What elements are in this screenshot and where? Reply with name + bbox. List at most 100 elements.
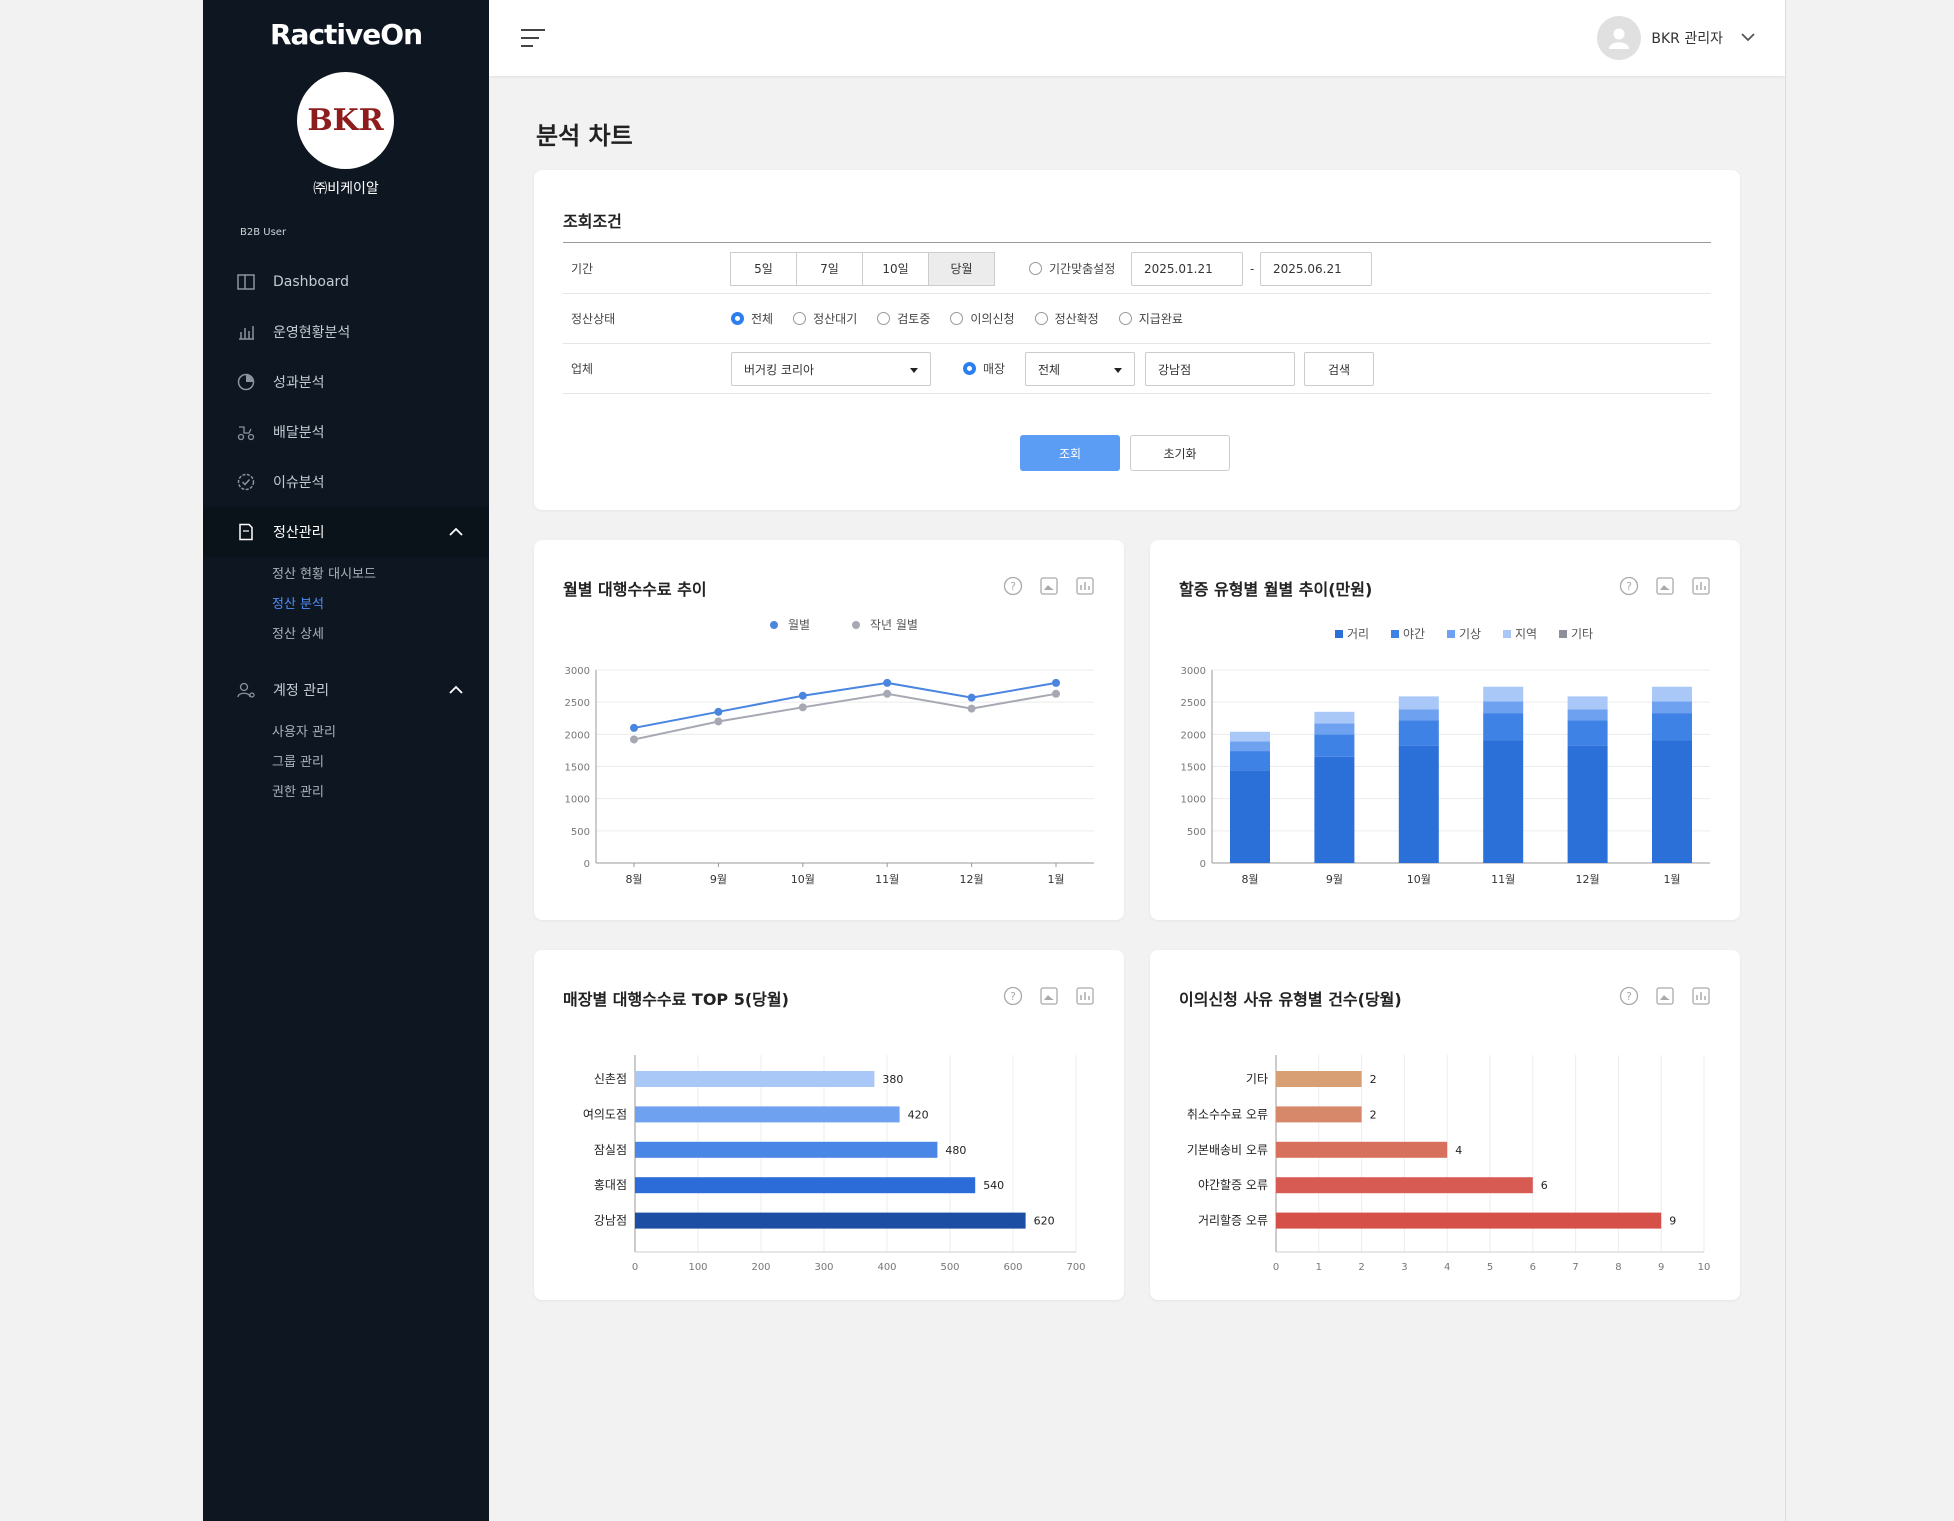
bar-segment bbox=[1652, 713, 1692, 741]
data-point bbox=[967, 693, 976, 702]
bar bbox=[635, 1106, 900, 1123]
submenu-users[interactable]: 사용자 관리 bbox=[272, 724, 336, 740]
data-label: 620 bbox=[1034, 1215, 1055, 1228]
line-chart: 0 500 1000 1500 2000 2500 3000 8월 9월 10월 11월 12월 1월 월… bbox=[565, 618, 1094, 886]
data-label: 9 bbox=[1669, 1215, 1676, 1228]
category-label: 홍대점 bbox=[594, 1178, 627, 1192]
status-pending-radio[interactable]: 정산대기 bbox=[793, 310, 857, 327]
user-menu[interactable]: BKR 관리자 bbox=[1597, 16, 1755, 60]
period-10d-button[interactable]: 10일 bbox=[862, 251, 929, 286]
x-tick-label: 0 bbox=[632, 1262, 638, 1273]
horizontal-bar-chart: 0 100 200 300 400 500 600 700 신촌점 380 여의도점 420 잠실점 48… bbox=[583, 1055, 1086, 1273]
image-download-icon[interactable] bbox=[1039, 986, 1059, 1006]
reset-button[interactable]: 초기화 bbox=[1130, 435, 1230, 471]
y-tick-label: 2000 bbox=[565, 730, 590, 741]
date-separator: - bbox=[1250, 261, 1255, 276]
chevron-up-icon[interactable] bbox=[449, 525, 463, 541]
submenu-settle-detail[interactable]: 정산 상세 bbox=[272, 626, 324, 642]
chart-type-icon[interactable] bbox=[1075, 986, 1095, 1006]
series-line bbox=[633, 692, 1057, 741]
chart-card-store-top5: 매장별 대행수수료 TOP 5(당월) ? 0 100 200 300 400 500 60… bbox=[534, 950, 1124, 1300]
chevron-down-icon[interactable] bbox=[1741, 30, 1755, 46]
menu-icon[interactable] bbox=[521, 28, 545, 48]
svg-text:?: ? bbox=[1010, 580, 1016, 593]
sidebar-item-label: 이슈분석 bbox=[273, 475, 325, 491]
status-objection-radio[interactable]: 이의신청 bbox=[950, 310, 1015, 327]
chevron-up-icon[interactable] bbox=[449, 683, 463, 699]
legend-label: 기상 bbox=[1459, 627, 1481, 641]
search-button[interactable]: 검색 bbox=[1304, 352, 1374, 386]
custom-period-radio[interactable]: 기간맞춤설정 bbox=[1029, 260, 1115, 277]
x-tick-label: 8 bbox=[1615, 1262, 1621, 1273]
x-tick-label: 11월 bbox=[875, 873, 899, 886]
image-download-icon[interactable] bbox=[1039, 576, 1059, 596]
status-label: 정산상태 bbox=[571, 312, 616, 326]
help-icon[interactable]: ? bbox=[1003, 576, 1023, 596]
bar bbox=[1276, 1141, 1448, 1158]
date-from-field[interactable]: 2025.01.21 bbox=[1131, 252, 1243, 286]
sidebar-item-operations[interactable]: 운영현황분석 bbox=[203, 307, 489, 357]
x-tick-label: 9 bbox=[1658, 1262, 1664, 1273]
bar-segment bbox=[1652, 740, 1692, 863]
help-icon[interactable]: ? bbox=[1003, 986, 1023, 1006]
store-name-input[interactable]: 강남점 bbox=[1145, 352, 1295, 386]
data-label: 4 bbox=[1455, 1144, 1462, 1157]
help-icon[interactable]: ? bbox=[1619, 576, 1639, 596]
submenu-permissions[interactable]: 권한 관리 bbox=[272, 784, 324, 800]
help-icon[interactable]: ? bbox=[1619, 986, 1639, 1006]
data-label: 6 bbox=[1541, 1179, 1548, 1192]
radio-circle bbox=[793, 312, 807, 325]
x-tick-label: 300 bbox=[814, 1262, 833, 1273]
store-radio[interactable]: 매장 bbox=[963, 360, 1005, 377]
sidebar-item-settlement[interactable]: 정산관리 bbox=[203, 507, 489, 557]
submenu-settle-analysis[interactable]: 정산 분석 bbox=[272, 596, 324, 612]
status-review-radio[interactable]: 검토중 bbox=[877, 310, 930, 327]
period-7d-button[interactable]: 7일 bbox=[796, 251, 863, 286]
x-tick-label: 8월 bbox=[1241, 873, 1258, 886]
period-month-button[interactable]: 당월 bbox=[928, 251, 995, 286]
chart-type-icon[interactable] bbox=[1075, 576, 1095, 596]
bar bbox=[635, 1177, 976, 1194]
stacked-bar-chart: 0 500 1000 1500 2000 2500 3000 거리 야간 기상 지역 기타 8월 9월 10… bbox=[1181, 627, 1710, 886]
bar bbox=[635, 1141, 938, 1158]
user-avatar-icon bbox=[1597, 16, 1642, 60]
date-to-field[interactable]: 2025.06.21 bbox=[1260, 252, 1372, 286]
submenu-settle-dashboard[interactable]: 정산 현황 대시보드 bbox=[272, 566, 376, 582]
data-point bbox=[1052, 689, 1060, 698]
bar-segment bbox=[1483, 713, 1524, 741]
y-tick-label: 3000 bbox=[565, 666, 590, 677]
sidebar-item-dashboard[interactable]: Dashboard bbox=[203, 257, 489, 307]
sidebar-item-delivery[interactable]: 배달분석 bbox=[203, 407, 489, 457]
submenu-groups[interactable]: 그룹 관리 bbox=[272, 754, 324, 770]
status-confirmed-radio[interactable]: 정산확정 bbox=[1034, 310, 1099, 327]
data-label: 380 bbox=[882, 1073, 903, 1086]
document-icon bbox=[237, 523, 255, 541]
bar bbox=[1276, 1212, 1662, 1229]
company-name: ㈜비케이알 bbox=[313, 181, 379, 197]
submit-button[interactable]: 조회 bbox=[1020, 435, 1120, 471]
vendor-select[interactable]: 버거킹 코리아 bbox=[731, 352, 931, 386]
period-5d-button[interactable]: 5일 bbox=[730, 251, 797, 286]
svg-text:?: ? bbox=[1626, 580, 1632, 593]
image-download-icon[interactable] bbox=[1655, 986, 1675, 1006]
sidebar-item-performance[interactable]: 성과분석 bbox=[203, 357, 489, 407]
chart-type-icon[interactable] bbox=[1691, 576, 1711, 596]
sidebar-item-account[interactable]: 계정 관리 bbox=[203, 665, 489, 715]
image-download-icon[interactable] bbox=[1655, 576, 1675, 596]
status-paid-radio[interactable]: 지급완료 bbox=[1118, 310, 1183, 327]
status-all-radio[interactable]: 전체 bbox=[731, 310, 773, 327]
sidebar-item-label: 계정 관리 bbox=[273, 683, 329, 699]
x-tick-label: 12월 bbox=[1576, 873, 1600, 886]
radio-label: 매장 bbox=[983, 362, 1006, 376]
sidebar-item-label: 운영현황분석 bbox=[273, 325, 351, 341]
data-point bbox=[630, 723, 638, 732]
status-radio-group: 전체 정산대기 검토중 이의신청 정산확정 지급완료 bbox=[731, 310, 1203, 327]
chart-card-objection-reasons: 이의신청 사유 유형별 건수(당월) ? 0 1 2 3 4 5 6 7 8 9 10 기타 2 취소수수… bbox=[1150, 950, 1740, 1300]
x-tick-label: 12월 bbox=[960, 873, 984, 886]
chart-type-icon[interactable] bbox=[1691, 986, 1711, 1006]
user-name: BKR 관리자 bbox=[1651, 31, 1723, 47]
app-logo[interactable]: RactiveOn bbox=[269, 18, 423, 51]
sidebar-item-issues[interactable]: 이슈분석 bbox=[203, 457, 489, 507]
store-type-select[interactable]: 전체 bbox=[1025, 352, 1135, 386]
data-label: 2 bbox=[1370, 1073, 1377, 1086]
